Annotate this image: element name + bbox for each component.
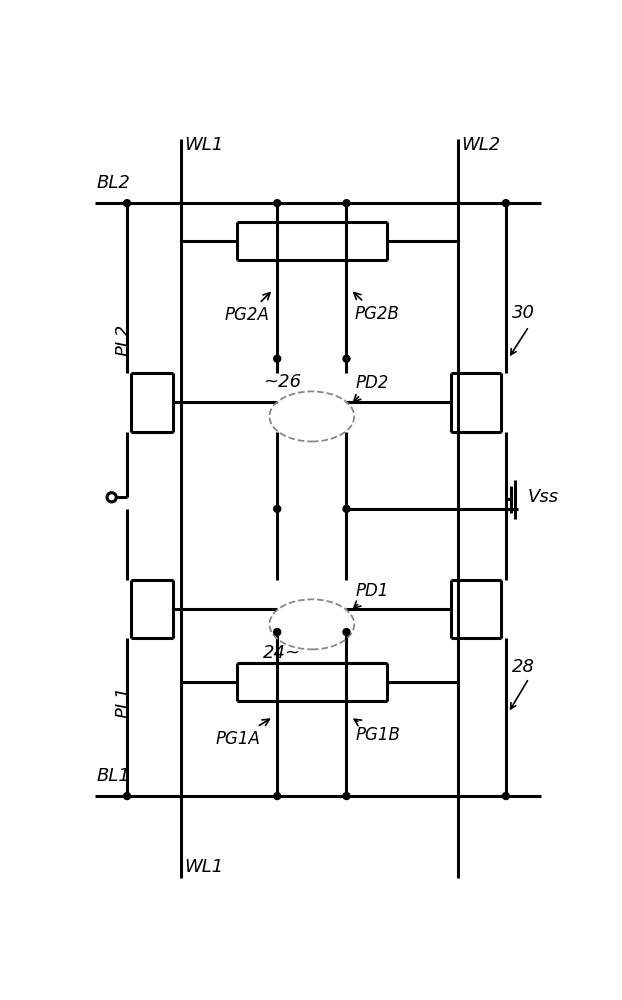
Circle shape	[124, 793, 131, 800]
Text: WL1: WL1	[184, 858, 223, 876]
Circle shape	[343, 629, 350, 636]
Circle shape	[343, 200, 350, 207]
Text: PG1B: PG1B	[355, 719, 401, 744]
Text: WL2: WL2	[462, 136, 501, 154]
Text: PG1A: PG1A	[216, 719, 269, 748]
Circle shape	[343, 355, 350, 362]
Circle shape	[274, 355, 281, 362]
Text: PL1: PL1	[115, 686, 133, 718]
Circle shape	[124, 200, 131, 207]
Text: PD1: PD1	[354, 582, 389, 608]
Circle shape	[274, 793, 281, 800]
Text: PG2A: PG2A	[225, 293, 270, 324]
Text: PD2: PD2	[354, 374, 389, 402]
Text: ~26: ~26	[263, 373, 302, 391]
Text: PG2B: PG2B	[354, 293, 399, 323]
Text: PL2: PL2	[115, 324, 133, 356]
Text: WL1: WL1	[184, 136, 223, 154]
Circle shape	[503, 200, 509, 207]
Text: 30: 30	[512, 304, 535, 322]
Circle shape	[343, 793, 350, 800]
Text: 28: 28	[512, 658, 535, 676]
Circle shape	[274, 629, 281, 636]
Text: BL2: BL2	[96, 174, 130, 192]
Text: 24~: 24~	[263, 644, 302, 662]
Circle shape	[503, 793, 509, 800]
Text: Vss: Vss	[527, 488, 559, 506]
Circle shape	[274, 505, 281, 512]
Text: BL1: BL1	[96, 767, 130, 785]
Circle shape	[274, 200, 281, 207]
Circle shape	[343, 505, 350, 512]
